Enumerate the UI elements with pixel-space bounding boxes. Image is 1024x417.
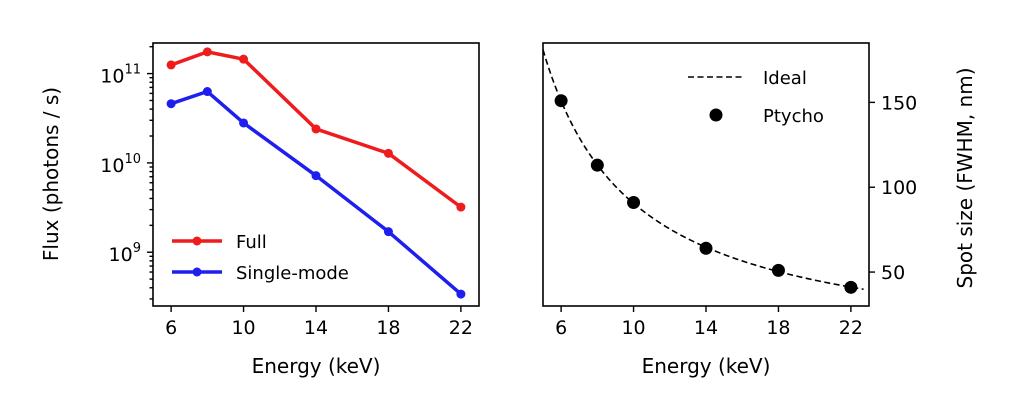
flux-x-tick-label: 6 (165, 317, 177, 339)
spot-x-tick-label: 10 (621, 317, 645, 339)
flux-series-line-1 (170, 89, 463, 296)
flux-y-tick-base: 10 (100, 155, 124, 177)
flux-data-point (383, 227, 393, 237)
spot-x-tick-label: 14 (694, 317, 718, 339)
spot-y-tick-label: 100 (881, 177, 917, 199)
ptycho-data-point (771, 263, 785, 277)
flux-data-point (202, 87, 212, 97)
ptycho-data-point (627, 195, 641, 209)
flux-x-tick-label: 10 (231, 317, 255, 339)
spot-y-tick-label: 50 (881, 262, 905, 284)
flux-data-point (383, 148, 393, 158)
ptycho-points (554, 94, 858, 294)
flux-data-point (311, 124, 321, 134)
legend-single-mode-marker (192, 267, 202, 277)
legend-ptycho-marker (709, 108, 723, 122)
spot-x-axis-label: Energy (keV) (642, 354, 771, 378)
legend-ptycho-label: Ptycho (763, 106, 824, 127)
spot-x-tick-label: 18 (766, 317, 790, 339)
flux-x-tick-label: 14 (304, 317, 328, 339)
ptycho-data-point (554, 94, 568, 108)
legend-single-mode-label: Single-mode (236, 263, 349, 284)
spot-y-ticks: 50 100 150 (869, 92, 917, 284)
flux-y-tick-exponent: 9 (133, 241, 141, 256)
spot-x-tick-label: 22 (839, 317, 863, 339)
flux-x-tick-label: 18 (376, 317, 400, 339)
flux-data-point (239, 118, 249, 128)
flux-y-tick-label: 1010 (100, 152, 141, 177)
flux-data-point (456, 289, 466, 299)
ptycho-data-point (699, 241, 713, 255)
flux-data-point (202, 47, 212, 57)
flux-y-tick-label: 1011 (100, 63, 141, 88)
flux-x-tick-label: 22 (449, 317, 473, 339)
ptycho-data-point (844, 280, 858, 294)
flux-y-tick-exponent: 11 (124, 63, 141, 78)
spot-x-tick-label: 6 (555, 317, 567, 339)
flux-series-line-0 (170, 50, 462, 209)
ptycho-data-point (590, 158, 604, 172)
legend-full-marker (192, 236, 202, 246)
flux-series (166, 47, 466, 299)
spot-legend: Ideal Ptycho (688, 68, 824, 127)
flux-y-axis-label: Flux (photons / s) (39, 87, 63, 261)
spot-y-tick-label: 150 (881, 92, 917, 114)
flux-y-tick-label: 109 (109, 241, 141, 266)
spot-plot-frame (542, 42, 870, 307)
flux-x-axis-label: Energy (keV) (252, 354, 381, 378)
flux-data-point (166, 60, 176, 70)
flux-x-ticks: 6 10 14 18 22 (165, 306, 473, 339)
spot-x-ticks: 6 10 14 18 22 (555, 306, 863, 339)
spot-size-panel: 6 10 14 18 22 50 100 150 Energy (keV) Spot siz… (542, 42, 977, 378)
flux-data-point (239, 54, 249, 64)
legend-ideal-label: Ideal (763, 68, 807, 89)
flux-data-point (166, 99, 176, 109)
spot-y-axis-label: Spot size (FWHM, nm) (953, 67, 977, 288)
legend-full-label: Full (236, 232, 267, 253)
flux-legend: Full Single-mode (172, 232, 349, 284)
flux-y-tick-exponent: 10 (124, 152, 141, 167)
flux-y-tick-base: 10 (109, 244, 133, 266)
flux-data-point (456, 202, 466, 212)
flux-y-tick-base: 10 (100, 66, 124, 88)
flux-data-point (311, 171, 321, 181)
